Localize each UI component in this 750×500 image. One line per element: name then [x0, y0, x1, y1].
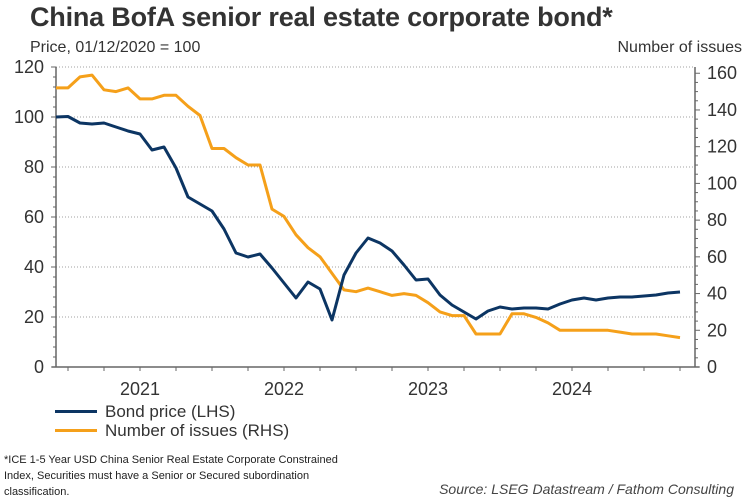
legend-label: Number of issues (RHS): [105, 420, 290, 440]
left-tick-label: 20: [24, 307, 44, 327]
left-tick-label: 100: [14, 107, 44, 127]
x-year-label: 2023: [408, 379, 448, 399]
left-tick-label: 60: [24, 207, 44, 227]
left-tick-label: 80: [24, 157, 44, 177]
right-tick-label: 160: [707, 63, 737, 83]
x-year-label: 2022: [264, 379, 304, 399]
legend: Bond price (LHS) Number of issues (RHS): [55, 402, 289, 440]
right-axis-ticks: 0 20 40 60 80 100 120 140 160: [695, 63, 737, 377]
left-axis-ticks: 0 20 40 60 80 100 120: [14, 57, 56, 377]
source-note: Source: LSEG Datastream / Fathom Consult…: [439, 481, 734, 497]
right-tick-label: 40: [707, 284, 727, 304]
legend-item-number-of-issues: Number of issues (RHS): [55, 421, 289, 440]
bond-price-line: [55, 115, 681, 322]
right-axis-title: Number of issues: [617, 39, 743, 56]
right-tick-label: 60: [707, 247, 727, 267]
right-tick-label: 120: [707, 137, 737, 157]
chart-area: 0 20 40 60 80 100 120 0 20 40 60 80 100 120 140 160 20…: [14, 57, 737, 399]
number-of-issues-line: [56, 73, 681, 340]
right-tick-label: 20: [707, 320, 727, 340]
right-tick-label: 140: [707, 100, 737, 120]
x-axis-ticks: 2021 2022 2023 2024: [67, 367, 681, 399]
left-tick-label: 0: [34, 357, 44, 377]
x-year-label: 2021: [120, 379, 160, 399]
left-tick-label: 120: [14, 57, 44, 77]
left-axis-title: Price, 01/12/2020 = 100: [30, 39, 201, 56]
gridlines: [56, 66, 695, 318]
x-year-label: 2024: [552, 379, 592, 399]
right-tick-label: 80: [707, 210, 727, 230]
right-tick-label: 100: [707, 173, 737, 193]
series-lines: [55, 73, 681, 340]
left-tick-label: 40: [24, 257, 44, 277]
legend-item-bond-price: Bond price (LHS): [55, 402, 289, 421]
right-tick-label: 0: [707, 357, 717, 377]
footnote: *ICE 1-5 Year USD China Senior Real Esta…: [4, 454, 338, 498]
legend-label: Bond price (LHS): [105, 401, 236, 421]
legend-swatch-number-of-issues: [55, 429, 97, 432]
legend-swatch-bond-price: [55, 410, 97, 413]
chart-title: China BofA senior real estate corporate …: [30, 2, 613, 32]
